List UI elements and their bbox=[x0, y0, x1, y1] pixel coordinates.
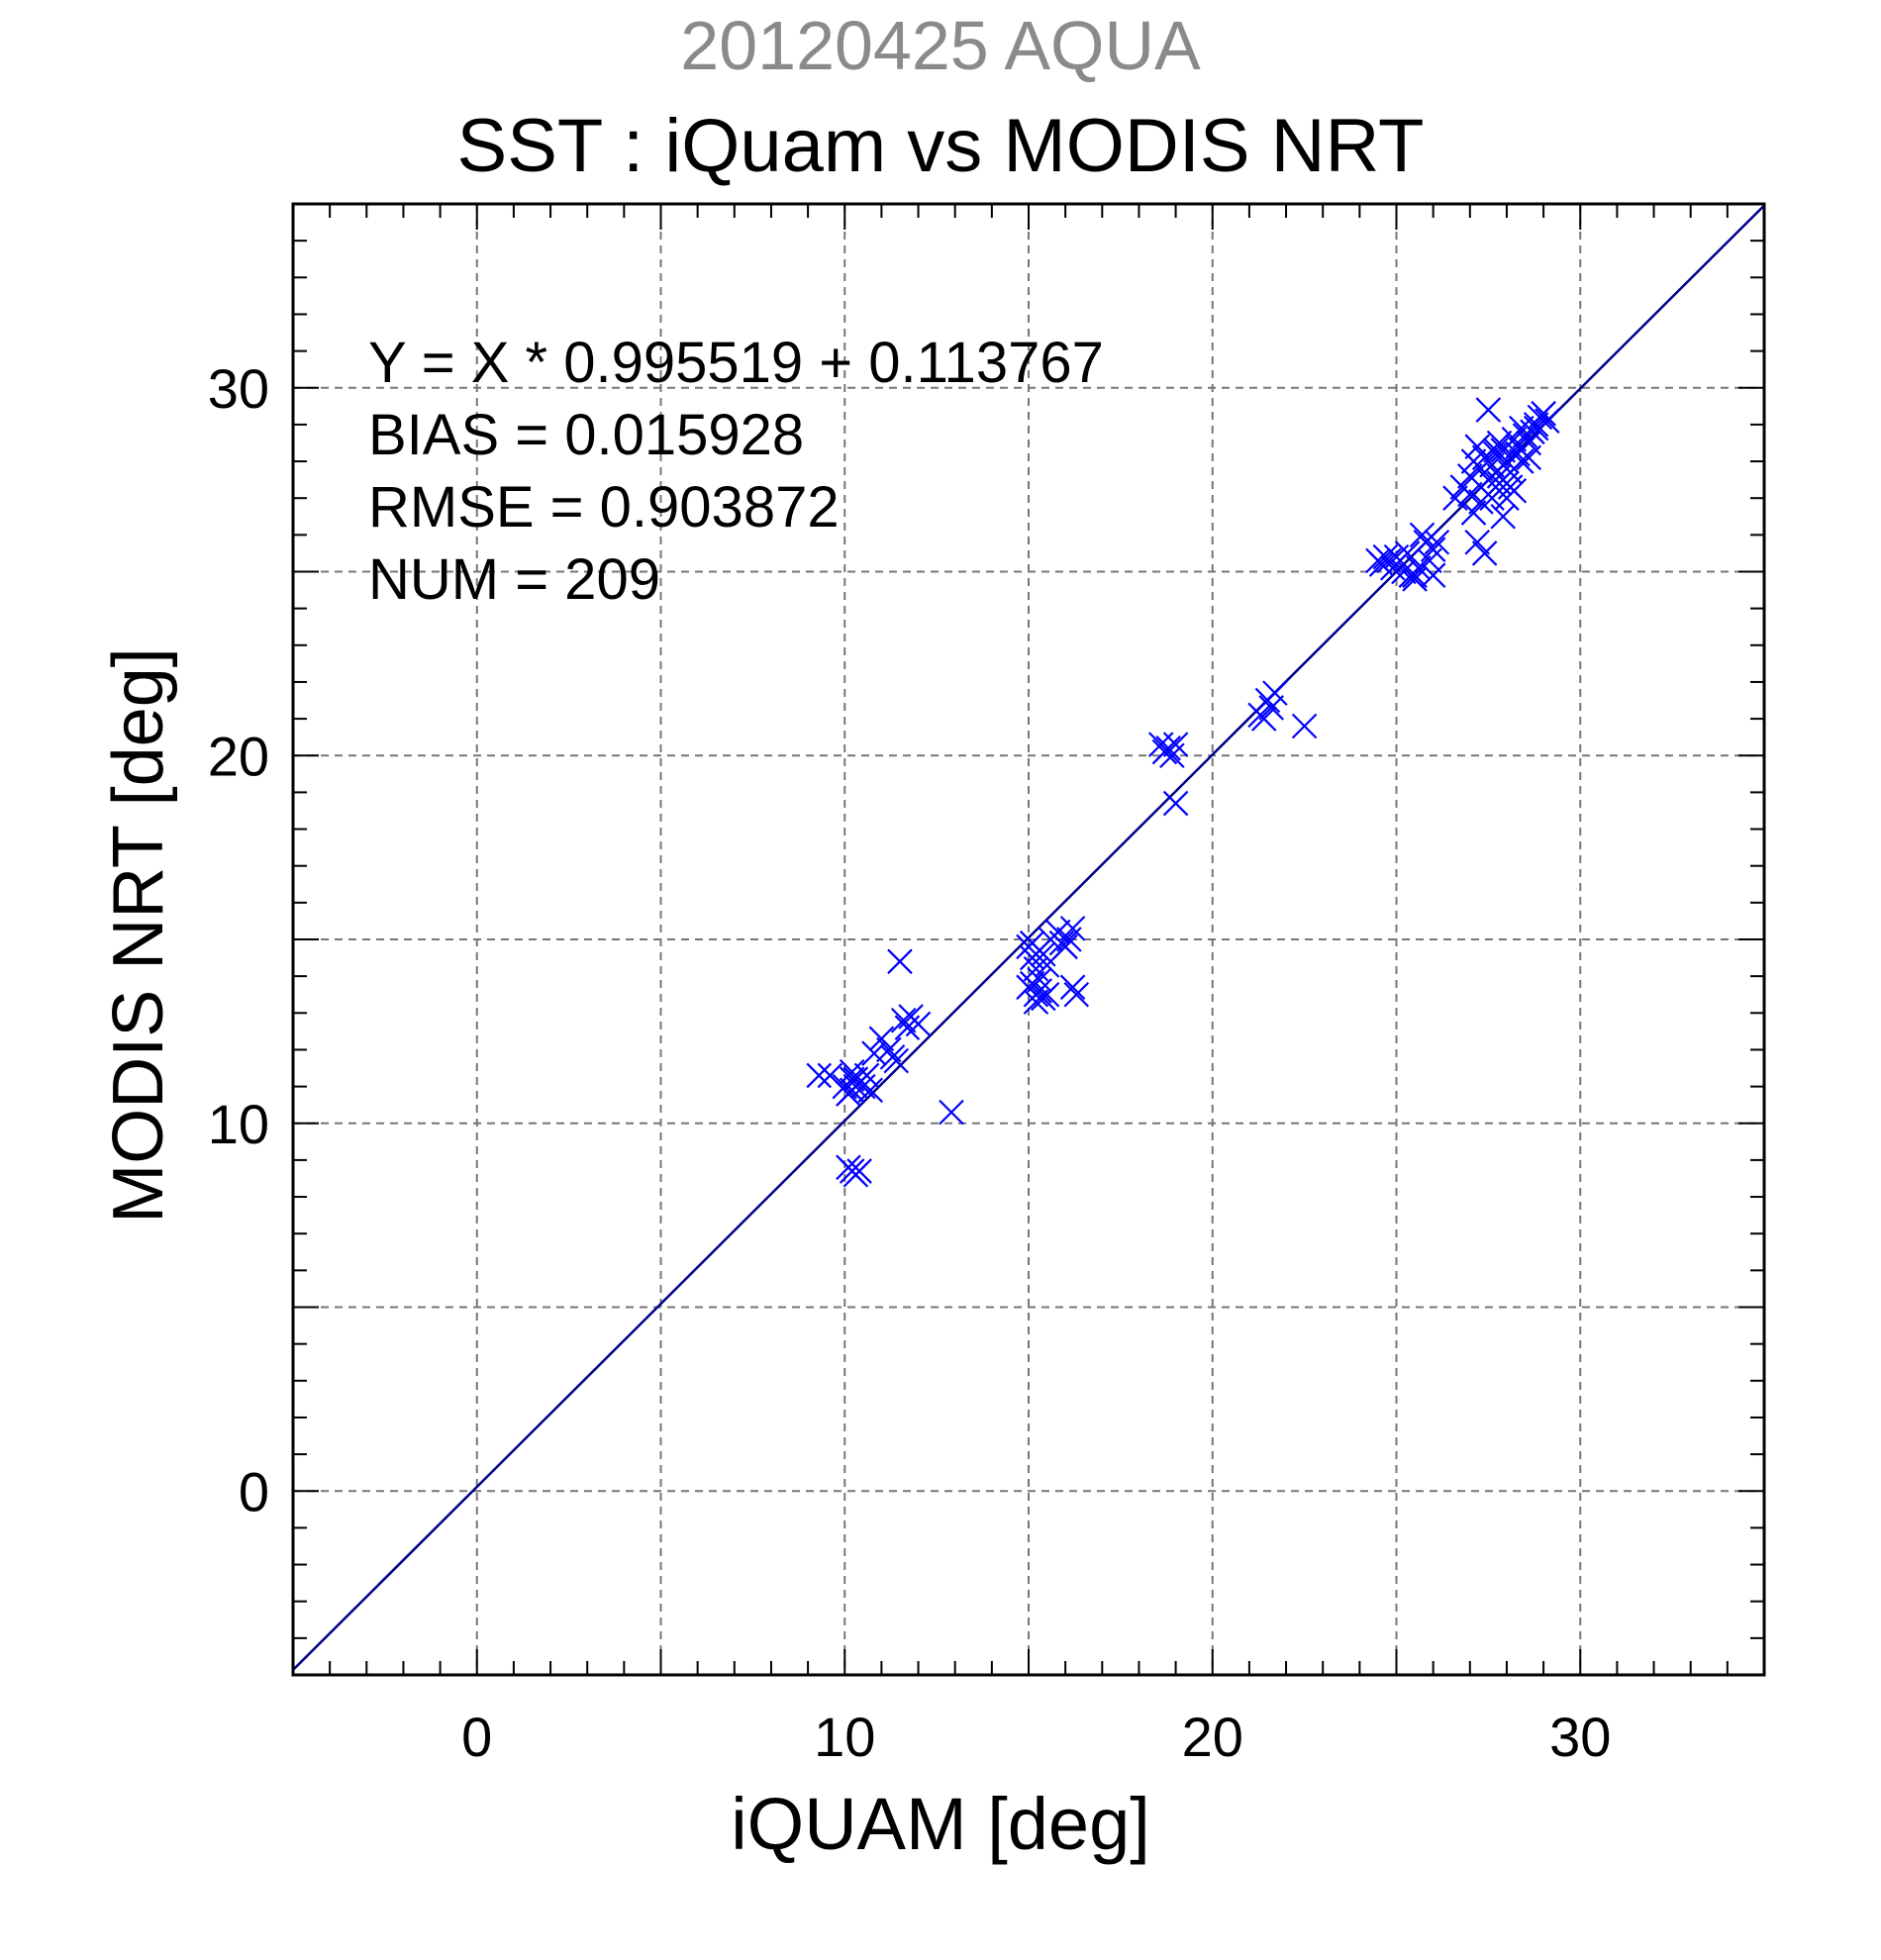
data-point bbox=[1291, 713, 1318, 739]
data-point bbox=[1019, 930, 1045, 956]
data-point bbox=[1402, 566, 1428, 592]
data-point bbox=[1034, 981, 1060, 1008]
fit-line bbox=[292, 204, 1765, 1671]
y-axis-label: MODIS NRT [deg] bbox=[99, 647, 178, 1224]
data-point bbox=[1247, 702, 1273, 729]
data-point bbox=[1516, 430, 1542, 456]
plot-frame bbox=[291, 202, 1766, 1677]
data-point bbox=[876, 1036, 902, 1063]
data-point bbox=[1457, 463, 1483, 489]
data-point bbox=[1059, 974, 1086, 1001]
data-point bbox=[846, 1158, 872, 1184]
stats-box: Y = X * 0.995519 + 0.113767 BIAS = 0.015… bbox=[368, 327, 1104, 616]
data-point bbox=[1471, 540, 1498, 566]
data-point bbox=[1534, 408, 1560, 434]
fit-equation: Y = X * 0.995519 + 0.113767 bbox=[368, 331, 1104, 395]
data-point bbox=[1464, 530, 1491, 555]
y-tick-label: 0 bbox=[239, 1460, 269, 1522]
rmse-stat: RMSE = 0.903872 bbox=[368, 475, 840, 539]
data-point bbox=[879, 1044, 906, 1070]
x-tick-label: 0 bbox=[461, 1706, 492, 1768]
data-point bbox=[1048, 930, 1075, 956]
data-point bbox=[887, 948, 913, 975]
x-tick-label: 10 bbox=[814, 1706, 875, 1768]
data-point bbox=[1509, 448, 1534, 474]
data-point bbox=[839, 1058, 865, 1085]
x-tick-label: 30 bbox=[1549, 1706, 1611, 1768]
data-point bbox=[1531, 400, 1556, 427]
data-point bbox=[1523, 415, 1549, 441]
data-point bbox=[1464, 434, 1491, 459]
data-point bbox=[1258, 695, 1284, 721]
data-point bbox=[1023, 989, 1049, 1015]
chart-title: SST : iQuam vs MODIS NRT bbox=[456, 104, 1425, 188]
data-point bbox=[1151, 738, 1178, 765]
data-point bbox=[1162, 732, 1189, 757]
data-point bbox=[839, 1066, 865, 1092]
y-tick-label: 20 bbox=[208, 725, 269, 787]
data-point bbox=[890, 1007, 917, 1033]
data-point bbox=[1490, 503, 1517, 530]
data-point bbox=[1494, 470, 1520, 497]
data-point bbox=[1475, 397, 1502, 423]
data-point bbox=[868, 1026, 895, 1052]
data-point bbox=[1063, 981, 1090, 1008]
bias-stat: BIAS = 0.015928 bbox=[368, 403, 805, 467]
data-point bbox=[1162, 790, 1189, 817]
x-axis-label: iQUAM [deg] bbox=[731, 1783, 1150, 1865]
data-point bbox=[806, 1062, 833, 1089]
data-point bbox=[1376, 547, 1402, 574]
data-point bbox=[1409, 522, 1436, 548]
data-point bbox=[1442, 485, 1468, 511]
data-point bbox=[1254, 687, 1281, 714]
data-point bbox=[894, 1015, 921, 1040]
data-point bbox=[1056, 927, 1082, 952]
data-point bbox=[1424, 530, 1450, 555]
data-point bbox=[1483, 438, 1509, 463]
num-stat: NUM = 209 bbox=[368, 547, 660, 612]
data-point bbox=[1457, 481, 1483, 508]
y-tick-label: 10 bbox=[208, 1093, 269, 1155]
x-tick-label: 20 bbox=[1182, 1706, 1243, 1768]
data-point bbox=[1394, 540, 1421, 566]
data-point bbox=[939, 1099, 964, 1126]
chart-supertitle: 20120425 AQUA bbox=[680, 7, 1201, 84]
data-point bbox=[842, 1073, 869, 1100]
y-tick-label: 30 bbox=[208, 357, 269, 420]
data-point bbox=[1417, 547, 1442, 574]
data-point bbox=[1460, 500, 1487, 526]
